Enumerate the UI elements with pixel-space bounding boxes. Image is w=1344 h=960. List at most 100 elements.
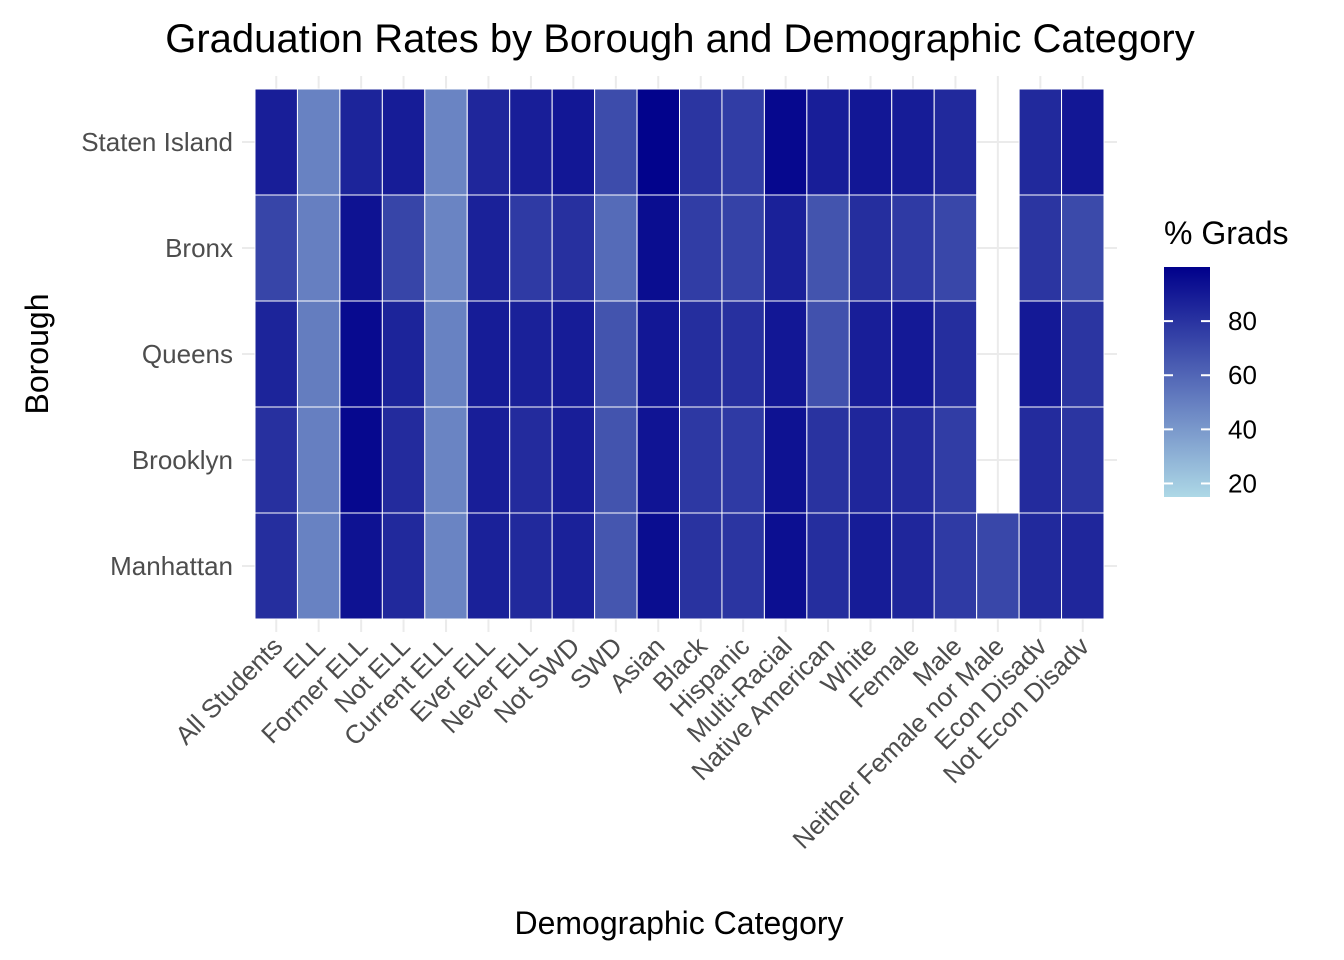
heatmap-cell	[848, 512, 893, 620]
heatmap-cell	[1018, 194, 1063, 302]
heatmap-cell	[424, 88, 468, 196]
heatmap-cell	[551, 406, 596, 514]
heatmap-cell	[763, 194, 808, 302]
heatmap-cell	[339, 194, 383, 302]
heatmap-cell	[1018, 406, 1063, 514]
chart-title: Graduation Rates by Borough and Demograp…	[165, 17, 1195, 61]
heatmap-cell	[1061, 88, 1105, 196]
heatmap-cell	[721, 406, 765, 514]
heatmap-cell	[296, 300, 341, 408]
heatmap-cell	[933, 512, 978, 620]
heatmap-cell	[721, 300, 765, 408]
heatmap-cell	[806, 194, 850, 302]
heatmap-cells	[254, 88, 1105, 620]
heatmap-cell	[339, 300, 383, 408]
heatmap-cell	[551, 194, 596, 302]
heatmap-cell	[339, 88, 383, 196]
legend: % Grads 80 60 40 20	[1164, 215, 1288, 498]
heatmap-cell	[1061, 406, 1105, 514]
y-axis-title: Borough	[19, 294, 55, 415]
heatmap-cell	[466, 194, 511, 302]
heatmap-cell	[466, 512, 511, 620]
heatmap-cell	[976, 512, 1020, 620]
heatmap-cell	[296, 88, 341, 196]
heatmap-cell	[424, 406, 468, 514]
heatmap-cell	[1018, 512, 1063, 620]
heatmap-cell	[381, 512, 426, 620]
y-tick-label: Bronx	[165, 233, 233, 263]
heatmap-cell	[466, 88, 511, 196]
heatmap-cell	[254, 88, 298, 196]
heatmap-cell	[594, 300, 638, 408]
heatmap-cell	[509, 406, 553, 514]
heatmap-cell	[296, 406, 341, 514]
y-axis-tick-labels: Manhattan Brooklyn Queens Bronx Staten Islan…	[81, 127, 233, 581]
heatmap-cell	[848, 300, 893, 408]
legend-title: % Grads	[1164, 215, 1288, 251]
heatmap-cell	[509, 512, 553, 620]
heatmap-cell	[1061, 194, 1105, 302]
heatmap-cell	[806, 88, 850, 196]
heatmap-cell	[466, 300, 511, 408]
heatmap-cell	[891, 194, 935, 302]
heatmap-cell	[636, 512, 680, 620]
heatmap-cell	[636, 88, 680, 196]
y-tick-label: Manhattan	[110, 551, 233, 581]
heatmap-cell	[254, 194, 298, 302]
heatmap-cell	[763, 88, 808, 196]
heatmap-cell	[679, 194, 723, 302]
heatmap-cell	[551, 512, 596, 620]
legend-tick-label: 80	[1228, 306, 1257, 336]
legend-tick-label: 20	[1228, 468, 1257, 498]
heatmap-cell	[636, 194, 680, 302]
heatmap-cell	[891, 88, 935, 196]
heatmap-cell	[381, 406, 426, 514]
heatmap-cell	[891, 300, 935, 408]
heatmap-cell	[594, 406, 638, 514]
heatmap-cell	[509, 88, 553, 196]
heatmap-cell	[721, 512, 765, 620]
heatmap-cell	[933, 194, 978, 302]
heatmap-cell	[509, 194, 553, 302]
heatmap-cell	[806, 300, 850, 408]
heatmap-cell	[381, 194, 426, 302]
y-tick-label: Staten Island	[81, 127, 233, 157]
heatmap-cell	[679, 300, 723, 408]
heatmap-cell	[594, 512, 638, 620]
legend-ticks: 80 60 40 20	[1164, 306, 1257, 498]
legend-tick-label: 40	[1228, 414, 1257, 444]
heatmap-cell	[466, 406, 511, 514]
y-tick-label: Brooklyn	[132, 445, 233, 475]
heatmap-cell	[296, 512, 341, 620]
heatmap-cell	[594, 88, 638, 196]
heatmap-cell	[424, 300, 468, 408]
heatmap-cell	[339, 406, 383, 514]
heatmap-cell	[296, 194, 341, 302]
heatmap-cell	[1018, 88, 1063, 196]
heatmap-cell	[1061, 512, 1105, 620]
heatmap-cell	[339, 512, 383, 620]
heatmap-cell	[254, 300, 298, 408]
heatmap-cell	[891, 512, 935, 620]
heatmap-cell	[1018, 300, 1063, 408]
heatmap-cell	[721, 194, 765, 302]
heatmap-cell	[636, 300, 680, 408]
legend-tick-label: 60	[1228, 360, 1257, 390]
heatmap-cell	[721, 88, 765, 196]
heatmap-cell	[551, 300, 596, 408]
heatmap-cell	[891, 406, 935, 514]
heatmap-cell	[636, 406, 680, 514]
heatmap-cell	[848, 406, 893, 514]
heatmap-cell	[424, 194, 468, 302]
heatmap-cell	[806, 406, 850, 514]
heatmap-cell	[381, 88, 426, 196]
heatmap-cell	[763, 512, 808, 620]
heatmap-cell	[848, 194, 893, 302]
y-tick-label: Queens	[142, 339, 233, 369]
heatmap-cell	[254, 406, 298, 514]
heatmap-cell	[254, 512, 298, 620]
heatmap-cell	[551, 88, 596, 196]
x-axis-title: Demographic Category	[514, 905, 843, 941]
